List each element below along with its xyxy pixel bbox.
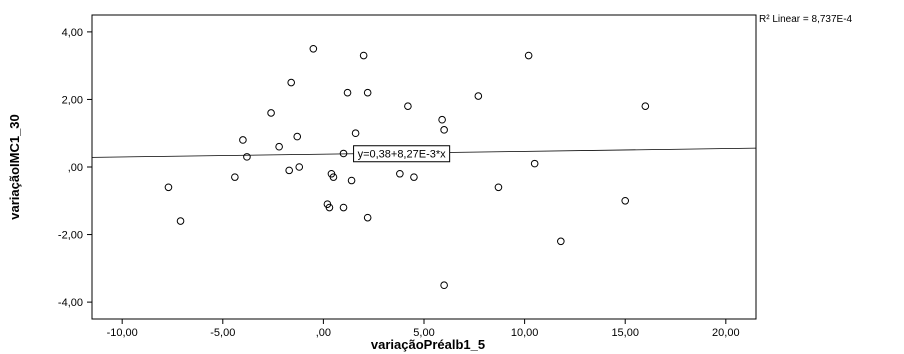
data-point — [351, 129, 360, 138]
y-tick-label: -4,00 — [58, 297, 83, 309]
data-point — [309, 44, 318, 53]
data-point — [339, 203, 348, 212]
y-tick-label: 4,00 — [62, 27, 83, 39]
data-point — [440, 126, 448, 134]
data-point — [339, 149, 348, 158]
y-tick-label: -2,00 — [58, 230, 83, 242]
data-point — [239, 136, 247, 144]
data-point — [231, 173, 239, 181]
plot-frame — [91, 14, 757, 320]
x-tick-label: 20,00 — [712, 327, 740, 339]
fit-equation-label: y=0,38+8,27E-3*x — [353, 145, 451, 163]
y-axis: -4,00 -2,00 ,00 2,00 4,00 — [58, 27, 92, 309]
data-point — [557, 237, 565, 246]
data-point — [295, 163, 304, 171]
x-tick-label: 15,00 — [611, 327, 639, 339]
x-tick-label: -5,00 — [210, 327, 235, 339]
y-tick-label: 2,00 — [62, 94, 83, 106]
data-point — [285, 166, 293, 175]
data-point — [641, 102, 650, 110]
data-point — [524, 51, 533, 60]
data-point — [410, 173, 418, 181]
data-point — [343, 88, 352, 97]
data-point — [243, 153, 251, 161]
x-tick-label: 10,00 — [511, 327, 539, 339]
data-point — [494, 183, 503, 192]
data-point — [329, 173, 338, 181]
data-point — [396, 169, 404, 178]
x-axis-title: variaçãoPréalb1_5 — [371, 337, 485, 352]
x-axis: -10,00 -5,00 ,00 5,00 10,00 15,00 20,00 — [107, 319, 740, 339]
data-point — [164, 183, 173, 192]
fit-equation-text: y=0,38+8,27E-3*x — [358, 149, 447, 161]
data-point — [363, 88, 372, 97]
data-point — [359, 51, 368, 60]
y-axis-title: variaçãoIMC1_30 — [7, 114, 22, 220]
data-points — [164, 44, 650, 290]
data-point — [293, 132, 302, 141]
x-tick-label: 5,00 — [413, 327, 434, 339]
data-point — [275, 142, 283, 151]
data-point — [267, 109, 275, 117]
data-point — [347, 176, 356, 185]
data-point — [440, 281, 448, 290]
data-point — [363, 213, 372, 222]
x-tick-label: -10,00 — [107, 327, 138, 339]
data-point — [176, 217, 185, 225]
y-tick-label: ,00 — [68, 162, 83, 174]
data-point — [325, 203, 334, 212]
data-point — [621, 196, 630, 205]
r2-linear-annotation: R² Linear = 8,737E-4 — [759, 14, 853, 25]
data-point — [287, 78, 296, 87]
fit-equation-box — [353, 145, 451, 163]
data-point — [438, 115, 446, 124]
data-point — [530, 159, 539, 168]
x-tick-label: ,00 — [316, 327, 331, 339]
data-point — [474, 92, 483, 100]
data-point — [404, 102, 412, 110]
